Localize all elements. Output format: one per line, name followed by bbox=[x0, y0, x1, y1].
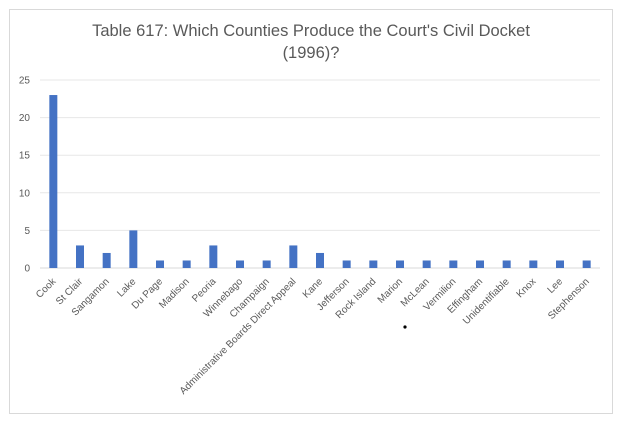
x-category-label: Lake bbox=[115, 276, 138, 299]
chart-title-line-2: (1996)? bbox=[283, 44, 340, 62]
bar bbox=[209, 245, 218, 268]
bar bbox=[556, 260, 564, 268]
bar bbox=[76, 245, 84, 268]
bar bbox=[342, 260, 351, 268]
bar bbox=[502, 260, 511, 268]
bar bbox=[129, 230, 138, 268]
x-category-label: Lee bbox=[546, 276, 566, 296]
bar bbox=[476, 260, 484, 268]
y-tick-label: 5 bbox=[24, 226, 30, 237]
chart-frame bbox=[9, 9, 613, 414]
bar bbox=[369, 260, 378, 268]
bar bbox=[422, 260, 431, 268]
bar bbox=[182, 260, 191, 268]
y-tick-label: 20 bbox=[19, 113, 31, 124]
bar bbox=[449, 260, 458, 268]
bar bbox=[236, 260, 244, 268]
x-category-label: Knox bbox=[515, 276, 539, 300]
bar bbox=[529, 260, 538, 268]
stray-dot bbox=[403, 325, 407, 329]
bar bbox=[102, 252, 111, 268]
chart-title-line-1: Table 617: Which Counties Produce the Co… bbox=[92, 22, 530, 40]
y-tick-label: 15 bbox=[19, 151, 31, 162]
y-tick-label: 0 bbox=[24, 264, 30, 275]
bar bbox=[49, 95, 58, 268]
bar bbox=[156, 260, 164, 268]
y-tick-label: 10 bbox=[19, 188, 31, 199]
x-category-label: Cook bbox=[34, 276, 59, 301]
x-category-label: Kane bbox=[301, 276, 326, 301]
bar bbox=[289, 245, 298, 268]
bar bbox=[582, 260, 591, 268]
bar bbox=[396, 260, 404, 268]
y-tick-label: 25 bbox=[19, 76, 31, 87]
bar bbox=[316, 252, 324, 268]
bar bbox=[262, 260, 271, 268]
